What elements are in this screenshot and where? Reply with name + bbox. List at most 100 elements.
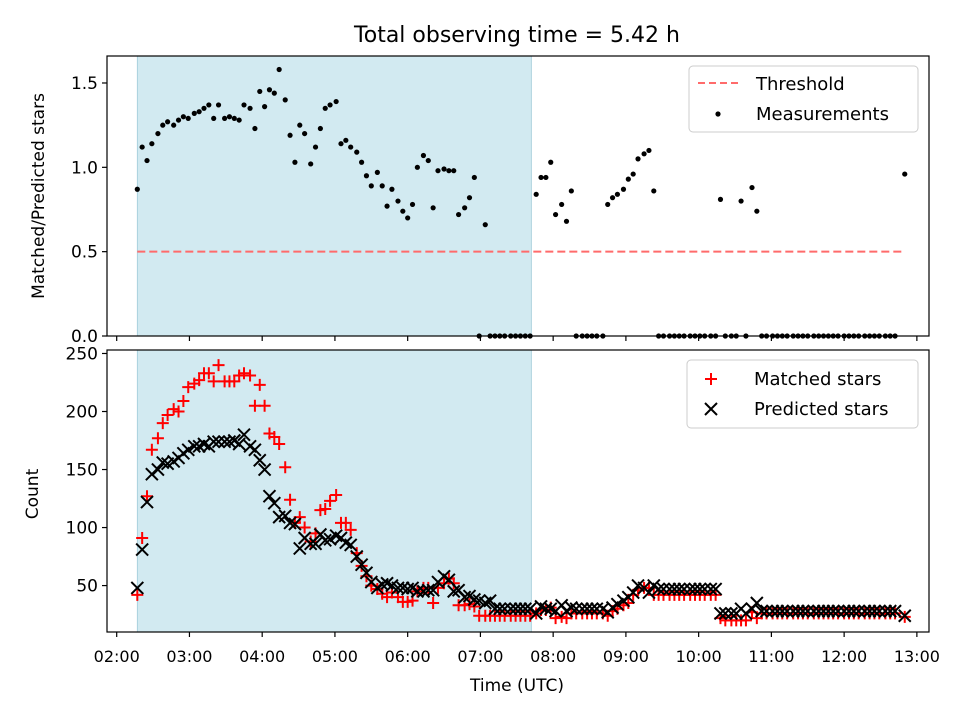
predicted-star-point: [248, 443, 262, 457]
matched-star-point: [284, 493, 297, 506]
measurement-point: [374, 169, 380, 175]
matched-star-point: [622, 596, 635, 609]
predicted-star-point: [872, 604, 886, 618]
predicted-star-point: [206, 434, 221, 449]
measurement-point: [231, 115, 237, 122]
measurement-point: [538, 174, 544, 181]
measurement-point: [455, 211, 462, 218]
measurement-point: [171, 122, 177, 128]
matched-star-point: [304, 535, 317, 548]
predicted-star-point: [156, 455, 170, 470]
x-tick-label: 03:00: [166, 647, 212, 666]
predicted-star-point: [816, 604, 831, 618]
bottom-panel: 50 100 150 200 250 02:00 03:00 04:00 05:00 06:00…: [23, 344, 940, 696]
measurement-point: [409, 201, 416, 208]
legend-predicted-swatch: [704, 402, 718, 416]
x-tick-label: 13:00: [894, 647, 940, 666]
matched-star-point: [258, 399, 271, 412]
y-tick-label: 1.5: [71, 74, 98, 94]
matched-star-point: [172, 405, 185, 418]
predicted-star-point: [898, 609, 912, 623]
measurement-point: [384, 203, 390, 209]
measurement-point: [271, 90, 277, 96]
measurement-point: [338, 141, 344, 147]
matched-star-point: [131, 588, 144, 601]
predicted-star-point: [704, 582, 718, 596]
predicted-star-point: [862, 604, 877, 618]
measurement-point: [548, 159, 554, 165]
predicted-star-point: [883, 604, 897, 618]
matched-star-point: [151, 432, 164, 445]
top-legend-box: [688, 65, 919, 133]
measurement-point: [317, 125, 323, 132]
predicted-star-point: [130, 581, 145, 595]
measurement-point: [451, 168, 457, 174]
predicted-star-point: [831, 604, 845, 618]
measurement-point: [738, 198, 744, 204]
matched-star-point: [193, 374, 206, 387]
measurement-point: [379, 183, 385, 189]
predicted-star-point: [278, 509, 292, 523]
predicted-star-point: [421, 583, 435, 597]
x-tick-label: 07:00: [457, 647, 503, 666]
measurement-point: [395, 198, 401, 204]
legend-matched-label: Matched stars: [754, 369, 881, 390]
predicted-star-point: [585, 602, 599, 616]
measurement-point: [222, 115, 228, 122]
measurement-point: [297, 122, 303, 128]
predicted-star-point: [564, 600, 579, 615]
measurement-point: [144, 157, 150, 164]
matched-star-point: [207, 375, 220, 388]
bottom-legend: Matched stars Predicted stars: [686, 359, 919, 429]
predicted-star-point: [308, 537, 323, 551]
measurement-point: [414, 164, 420, 170]
predicted-star-point: [508, 602, 523, 616]
measurement-point: [446, 168, 452, 174]
predicted-star-point: [765, 604, 780, 618]
y-tick-label: 0.0: [71, 327, 98, 347]
measurement-point: [717, 196, 724, 202]
measurement-point: [247, 105, 253, 111]
predicted-star-point: [610, 597, 625, 611]
y-tick-label: 200: [66, 403, 98, 423]
predicted-star-point: [145, 467, 159, 481]
predicted-star-point: [518, 602, 532, 616]
predicted-star-point: [677, 582, 691, 596]
predicted-star-point: [467, 592, 482, 607]
matched-star-point: [279, 461, 292, 474]
measurement-point: [646, 147, 652, 154]
predicted-star-point: [656, 582, 671, 596]
measurement-point: [609, 195, 616, 201]
measurement-point: [308, 161, 314, 167]
y-tick-label: 100: [66, 519, 98, 539]
predicted-star-point: [683, 582, 697, 596]
legend-threshold-label: Threshold: [755, 74, 845, 95]
measurement-point: [354, 149, 360, 155]
legend-measurements-swatch: [715, 111, 721, 117]
predicted-star-point: [821, 604, 836, 618]
measurement-point: [211, 115, 217, 122]
measurement-point: [363, 173, 370, 179]
measurement-point: [902, 171, 908, 177]
legend-predicted-label: Predicted stars: [754, 399, 888, 420]
measurement-point: [343, 137, 349, 143]
predicted-star-point: [323, 532, 337, 546]
measurement-point: [641, 151, 647, 157]
x-tick-label: 11:00: [748, 647, 794, 666]
measurement-point: [139, 144, 145, 150]
matched-star-point: [298, 521, 311, 534]
predicted-star-point: [867, 604, 882, 618]
matched-star-point: [339, 516, 352, 529]
measurement-point: [292, 159, 298, 165]
measurement-point: [276, 66, 282, 73]
measurement-point: [559, 201, 565, 208]
predicted-star-point: [267, 496, 282, 510]
bottom-y-axis-label: Count: [23, 468, 43, 519]
predicted-star-point: [283, 516, 297, 530]
measurement-point: [368, 183, 374, 189]
matched-star-point: [182, 381, 195, 394]
predicted-star-point: [396, 581, 410, 595]
bottom-y-axis: 50 100 150 200 250: [66, 344, 107, 597]
measurement-point: [160, 122, 166, 128]
predicted-star-point: [488, 602, 502, 616]
